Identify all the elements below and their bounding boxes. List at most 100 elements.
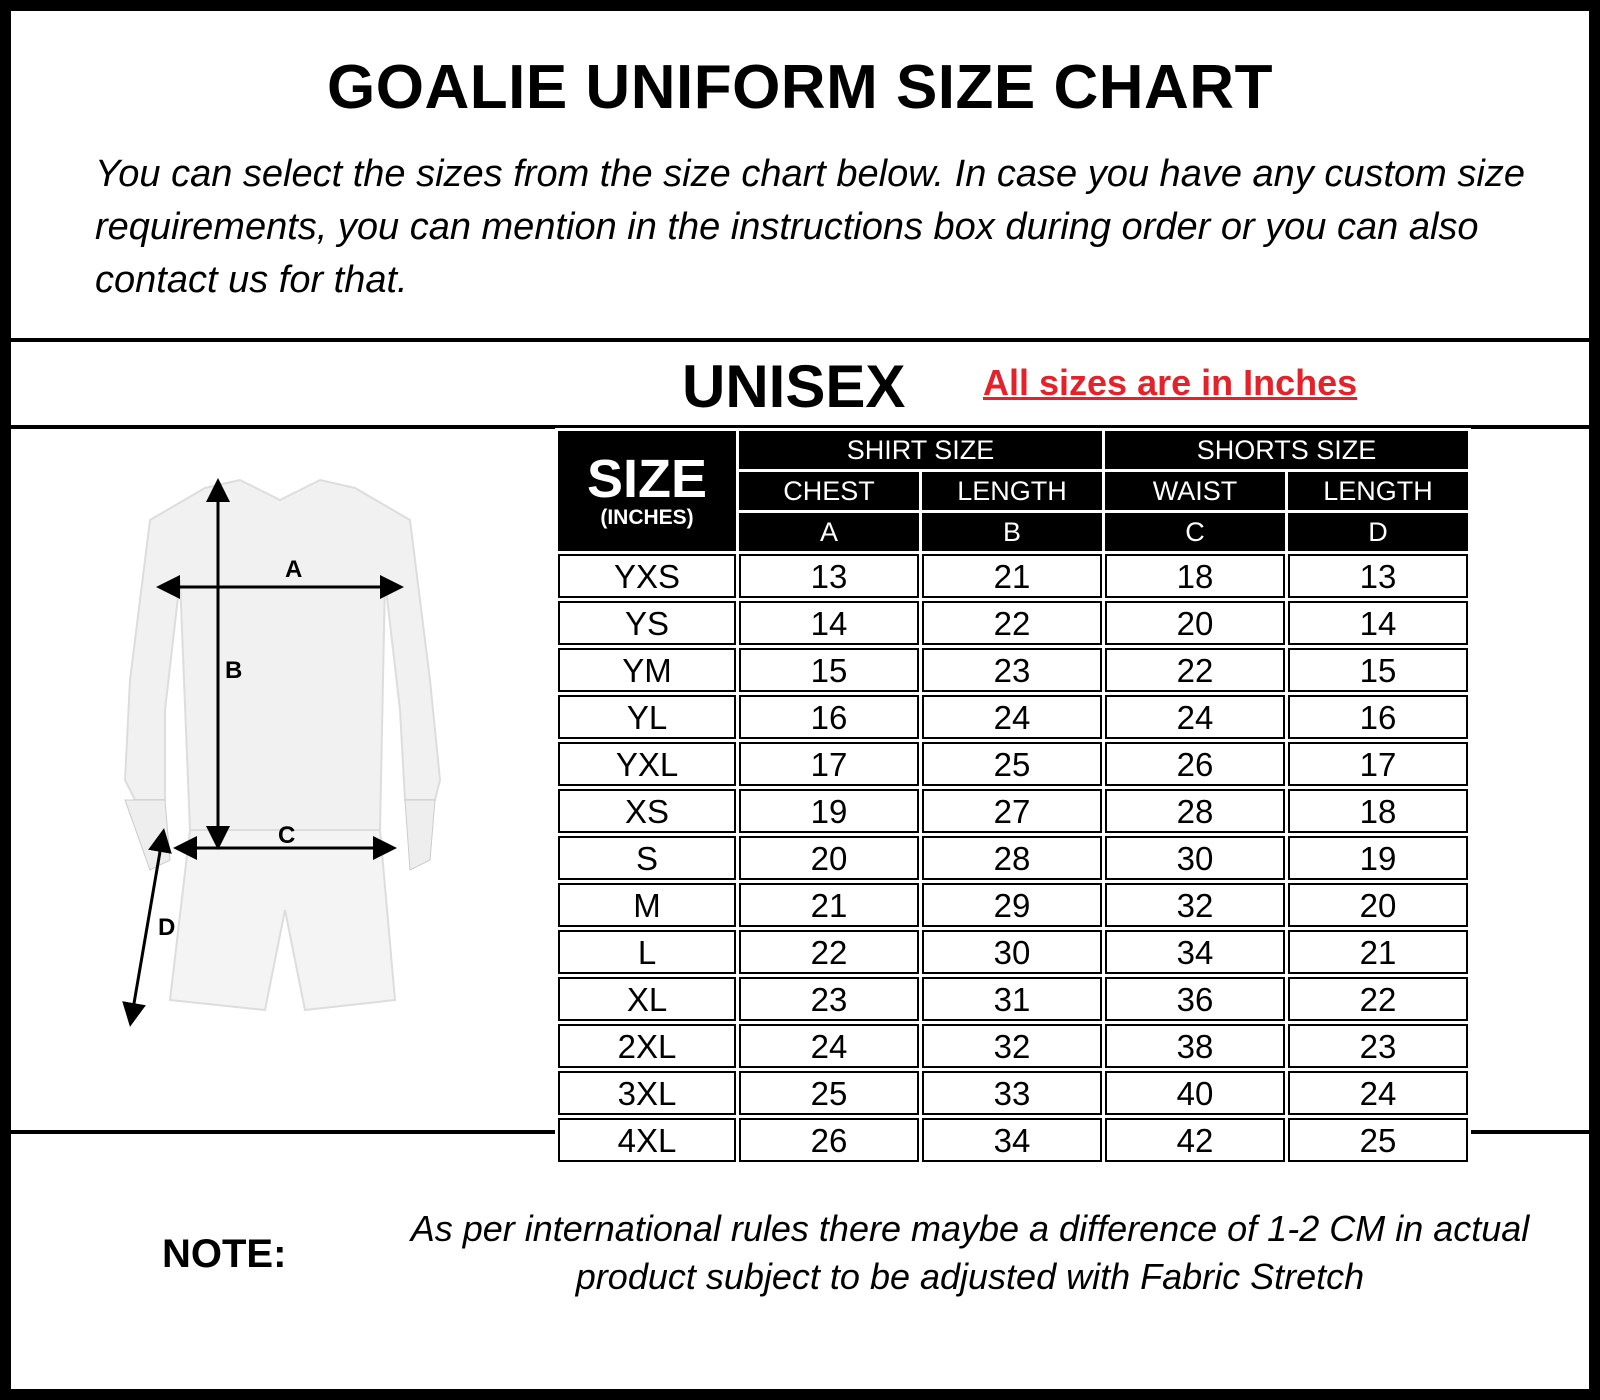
value-cell: 24: [739, 1024, 919, 1068]
value-cell: 14: [1288, 601, 1468, 645]
svg-text:A: A: [285, 556, 302, 583]
table-row: XL 23 31 36 22: [558, 977, 1468, 1021]
group-header: SHORTS SIZE: [1105, 431, 1468, 469]
column-letter: B: [922, 513, 1102, 551]
value-cell: 18: [1105, 554, 1285, 598]
table-row: YS 14 22 20 14: [558, 601, 1468, 645]
value-cell: 22: [1105, 648, 1285, 692]
value-cell: 30: [922, 930, 1102, 974]
column-header: LENGTH: [922, 472, 1102, 510]
value-cell: 20: [1105, 601, 1285, 645]
table-row: XS 19 27 28 18: [558, 789, 1468, 833]
size-cell: YXS: [558, 554, 736, 598]
table-row: YXL 17 25 26 17: [558, 742, 1468, 786]
value-cell: 15: [1288, 648, 1468, 692]
column-header: CHEST: [739, 472, 919, 510]
value-cell: 32: [1105, 883, 1285, 927]
size-cell: XS: [558, 789, 736, 833]
value-cell: 19: [1288, 836, 1468, 880]
value-cell: 38: [1105, 1024, 1285, 1068]
size-cell: 2XL: [558, 1024, 736, 1068]
size-cell: 4XL: [558, 1118, 736, 1162]
value-cell: 22: [739, 930, 919, 974]
value-cell: 33: [922, 1071, 1102, 1115]
measure-d-arrow: [122, 828, 172, 1027]
value-cell: 28: [1105, 789, 1285, 833]
value-cell: 40: [1105, 1071, 1285, 1115]
value-cell: 25: [739, 1071, 919, 1115]
value-cell: 22: [1288, 977, 1468, 1021]
table-row: L 22 30 34 21: [558, 930, 1468, 974]
table-row: YXS 13 21 18 13: [558, 554, 1468, 598]
svg-text:D: D: [158, 914, 175, 941]
table-row: 2XL 24 32 38 23: [558, 1024, 1468, 1068]
size-cell: S: [558, 836, 736, 880]
value-cell: 21: [1288, 930, 1468, 974]
value-cell: 18: [1288, 789, 1468, 833]
value-cell: 42: [1105, 1118, 1285, 1162]
value-cell: 13: [1288, 554, 1468, 598]
note-text: As per international rules there maybe a…: [410, 1208, 1530, 1297]
value-cell: 19: [739, 789, 919, 833]
value-cell: 34: [1105, 930, 1285, 974]
value-cell: 31: [922, 977, 1102, 1021]
value-cell: 22: [922, 601, 1102, 645]
size-cell: M: [558, 883, 736, 927]
value-cell: 17: [1288, 742, 1468, 786]
column-letter: D: [1288, 513, 1468, 551]
note-label: NOTE:: [162, 1232, 287, 1276]
divider: [0, 425, 1600, 429]
value-cell: 21: [739, 883, 919, 927]
column-header: WAIST: [1105, 472, 1285, 510]
size-cell: XL: [558, 977, 736, 1021]
value-cell: 28: [922, 836, 1102, 880]
value-cell: 23: [1288, 1024, 1468, 1068]
size-cell: YXL: [558, 742, 736, 786]
column-letter: A: [739, 513, 919, 551]
value-cell: 13: [739, 554, 919, 598]
value-cell: 24: [922, 695, 1102, 739]
value-cell: 34: [922, 1118, 1102, 1162]
size-cell: YM: [558, 648, 736, 692]
value-cell: 25: [922, 742, 1102, 786]
size-cell: YS: [558, 601, 736, 645]
table-row: YL 16 24 24 16: [558, 695, 1468, 739]
value-cell: 27: [922, 789, 1102, 833]
table-row: S 20 28 30 19: [558, 836, 1468, 880]
value-cell: 15: [739, 648, 919, 692]
unisex-heading: UNISEX: [682, 353, 906, 420]
value-cell: 25: [1288, 1118, 1468, 1162]
value-cell: 20: [1288, 883, 1468, 927]
size-cell: 3XL: [558, 1071, 736, 1115]
svg-text:B: B: [225, 657, 242, 684]
value-cell: 14: [739, 601, 919, 645]
value-cell: 26: [1105, 742, 1285, 786]
value-cell: 30: [1105, 836, 1285, 880]
value-cell: 23: [922, 648, 1102, 692]
table-row: 4XL 26 34 42 25: [558, 1118, 1468, 1162]
value-cell: 24: [1288, 1071, 1468, 1115]
group-header: SHIRT SIZE: [739, 431, 1102, 469]
value-cell: 32: [922, 1024, 1102, 1068]
value-cell: 29: [922, 883, 1102, 927]
column-letter: C: [1105, 513, 1285, 551]
value-cell: 17: [739, 742, 919, 786]
svg-text:C: C: [278, 822, 295, 849]
units-note: All sizes are in Inches: [983, 362, 1358, 403]
value-cell: 23: [739, 977, 919, 1021]
value-cell: 26: [739, 1118, 919, 1162]
table-row: 3XL 25 33 40 24: [558, 1071, 1468, 1115]
value-cell: 20: [739, 836, 919, 880]
intro-text: You can select the sizes from the size c…: [95, 153, 1525, 301]
value-cell: 24: [1105, 695, 1285, 739]
divider: [0, 338, 1600, 342]
value-cell: 16: [739, 695, 919, 739]
size-table: SIZE (INCHES) SHIRT SIZE SHORTS SIZE CHES…: [555, 428, 1471, 1165]
table-row: M 21 29 32 20: [558, 883, 1468, 927]
uniform-figure: A B C D: [122, 478, 442, 1027]
size-header: SIZE (INCHES): [558, 431, 736, 551]
page-title: GOALIE UNIFORM SIZE CHART: [327, 53, 1273, 122]
value-cell: 16: [1288, 695, 1468, 739]
size-cell: L: [558, 930, 736, 974]
